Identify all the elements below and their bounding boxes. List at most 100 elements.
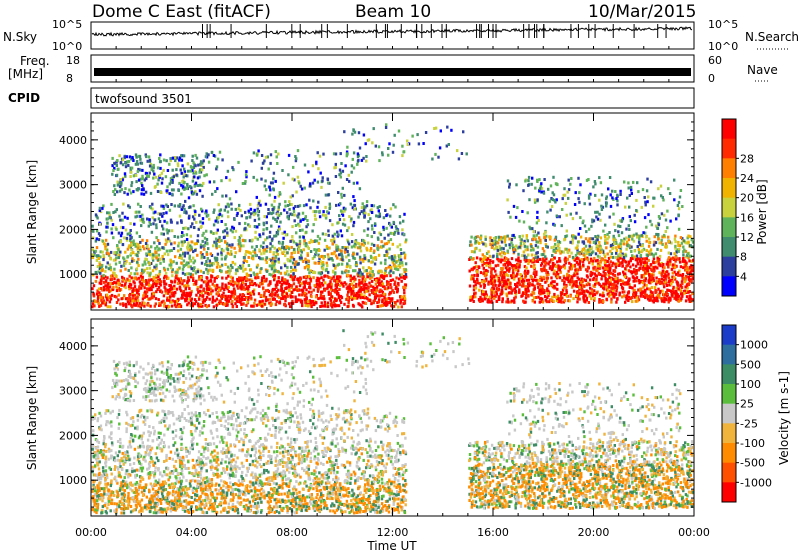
echo-cell <box>362 259 365 263</box>
echo-cell <box>195 242 198 246</box>
echo-cell <box>609 260 612 264</box>
echo-cell <box>126 160 129 164</box>
echo-cell <box>281 293 284 297</box>
echo-cell <box>192 268 195 272</box>
echo-cell <box>164 242 167 246</box>
echo-cell <box>505 273 508 276</box>
echo-cell <box>505 257 508 260</box>
echo-cell <box>286 251 289 255</box>
echo-cell <box>515 258 518 262</box>
echo-cell <box>387 240 390 244</box>
echo-cell <box>321 232 325 236</box>
echo-cell <box>278 191 281 195</box>
echo-cell <box>558 257 561 260</box>
echo-cell <box>575 280 578 283</box>
echo-cell <box>302 235 305 239</box>
echo-cell <box>245 216 248 220</box>
echo-cell <box>638 266 642 270</box>
echo-cell <box>154 297 158 301</box>
echo-cell <box>345 178 349 181</box>
echo-cell <box>483 297 486 301</box>
echo-cell <box>474 265 478 269</box>
echo-cell <box>173 241 176 245</box>
echo-cell <box>339 202 342 206</box>
echo-cell <box>233 218 236 221</box>
echo-cell <box>193 259 197 263</box>
echo-cell <box>399 221 402 225</box>
echo-cell <box>563 293 566 296</box>
echo-cell <box>154 210 157 214</box>
echo-cell <box>140 303 144 307</box>
echo-cell <box>308 241 311 245</box>
echo-cell <box>287 302 291 306</box>
echo-cell <box>337 296 341 300</box>
echo-cell <box>363 254 366 258</box>
echo-cell <box>140 188 144 192</box>
echo-cell <box>654 298 657 302</box>
echo-cell <box>350 282 354 286</box>
echo-cell <box>656 293 660 297</box>
echo-cell <box>379 294 383 298</box>
echo-cell <box>581 259 585 263</box>
echo-cell <box>551 280 554 284</box>
echo-cell <box>199 275 203 279</box>
echo-cell <box>321 304 324 308</box>
echo-cell <box>105 230 108 234</box>
echo-cell <box>343 193 346 197</box>
echo-cell <box>548 266 552 270</box>
echo-cell <box>143 304 146 308</box>
echo-cell <box>200 278 203 282</box>
echo-cell <box>584 279 588 283</box>
echo-cell <box>388 247 391 251</box>
echo-cell <box>610 297 613 301</box>
echo-cell <box>180 154 183 158</box>
echo-cell <box>283 262 286 266</box>
echo-cell <box>535 259 538 263</box>
echo-cell <box>360 158 364 162</box>
echo-cell <box>220 247 224 251</box>
echo-cell <box>633 284 636 288</box>
echo-cell <box>380 280 383 284</box>
echo-cell <box>673 270 676 274</box>
echo-cell <box>181 282 184 286</box>
echo-cell <box>302 248 305 252</box>
echo-cell <box>643 260 647 264</box>
echo-cell <box>272 257 275 261</box>
echo-cell <box>324 193 328 197</box>
echo-cell <box>360 304 363 308</box>
echo-cell <box>362 266 365 270</box>
echo-cell <box>207 304 211 308</box>
echo-cell <box>240 214 243 218</box>
echo-cell <box>261 257 264 261</box>
echo-cell <box>139 218 142 222</box>
echo-cell <box>112 236 115 240</box>
echo-cell <box>242 286 245 290</box>
echo-cell <box>139 240 142 244</box>
echo-cell <box>162 258 165 262</box>
echo-cell <box>159 280 163 284</box>
echo-cell <box>198 170 201 174</box>
echo-cell <box>160 181 164 185</box>
echo-cell <box>193 175 196 179</box>
echo-cell <box>192 171 195 175</box>
echo-cell <box>304 257 307 261</box>
echo-cell <box>507 261 510 264</box>
echo-cell <box>152 279 155 283</box>
echo-cell <box>392 203 395 207</box>
echo-cell <box>142 247 146 251</box>
echo-cell <box>624 260 628 264</box>
echo-cell <box>502 263 505 267</box>
echo-cell <box>624 295 628 299</box>
echo-cell <box>123 236 126 240</box>
echo-cell <box>251 283 255 287</box>
echo-cell <box>298 229 302 232</box>
echo-cell <box>532 266 536 269</box>
echo-cell <box>284 200 287 204</box>
echo-cell <box>632 293 635 297</box>
echo-cell <box>163 304 166 308</box>
echo-cell <box>172 247 176 250</box>
echo-cell <box>273 246 276 250</box>
echo-cell <box>116 244 119 247</box>
echo-cell <box>563 282 566 286</box>
echo-cell <box>336 276 339 279</box>
